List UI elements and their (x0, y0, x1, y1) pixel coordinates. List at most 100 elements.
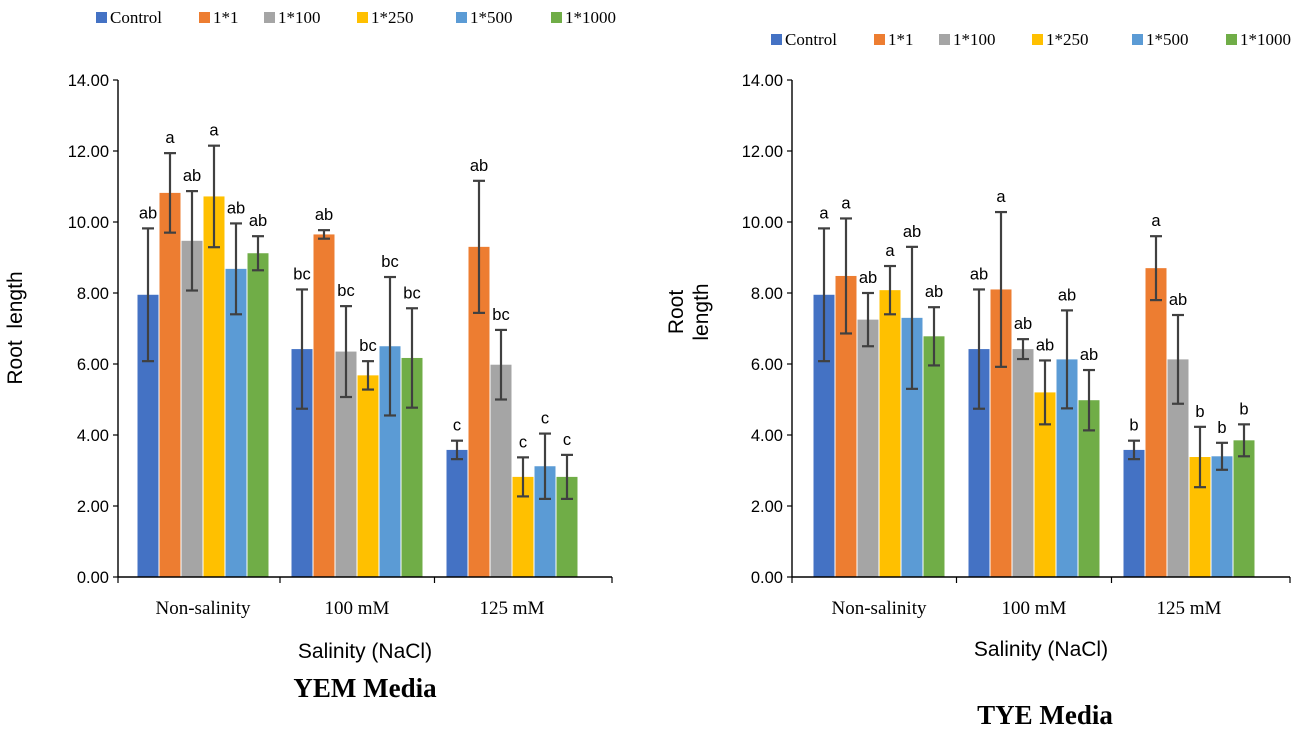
x-axis-label: Salinity (NaCl) (974, 638, 1108, 661)
y-tick-label: 0.00 (751, 569, 783, 587)
significance-label: b (1217, 419, 1226, 437)
legend-swatch (357, 12, 368, 23)
bar (357, 375, 379, 577)
legend-label: 1*250 (1046, 30, 1089, 49)
significance-label: c (519, 433, 527, 451)
y-axis-label-line: Root (665, 290, 688, 335)
legend-swatch (456, 12, 467, 23)
bar (512, 476, 534, 577)
chart-2: Control 1*1 1*100 1*250 1*500 1*1000 0.00 2.00 4… (665, 30, 1291, 730)
legend-swatch (199, 12, 210, 23)
significance-label: bc (492, 306, 509, 324)
significance-label: b (1129, 417, 1138, 435)
legend-swatch (551, 12, 562, 23)
significance-label: bc (337, 282, 354, 300)
legend-label: 1*250 (371, 8, 414, 27)
bar (490, 364, 512, 577)
significance-label: ab (859, 269, 877, 287)
significance-label: ab (903, 223, 921, 241)
x-tick-label: 100 mM (1002, 598, 1067, 619)
bar (401, 357, 423, 577)
bar (990, 289, 1012, 577)
bar (159, 192, 181, 577)
legend-label: 1*1 (213, 8, 239, 27)
y-tick-label: 10.00 (742, 214, 783, 232)
legend-swatch (264, 12, 275, 23)
significance-label: ab (925, 283, 943, 301)
y-tick-label: 10.00 (68, 214, 109, 232)
significance-label: ab (183, 167, 201, 185)
bar (1233, 440, 1255, 577)
significance-label: ab (315, 206, 333, 224)
x-tick-label: 100 mM (325, 598, 390, 619)
y-tick-label: 14.00 (742, 72, 783, 90)
bar (1056, 359, 1078, 577)
legend-label: 1*500 (1146, 30, 1189, 49)
significance-label: ab (1014, 315, 1032, 333)
significance-label: bc (381, 253, 398, 271)
bar (857, 319, 879, 577)
significance-label: bc (359, 337, 376, 355)
x-tick-label: Non-salinity (832, 598, 927, 619)
bar (446, 449, 468, 577)
y-tick-label: 2.00 (77, 498, 109, 516)
bar (813, 294, 835, 577)
legend-swatch (874, 34, 885, 45)
legend-swatch (1032, 34, 1043, 45)
significance-label: c (541, 410, 549, 428)
bar (1167, 359, 1189, 577)
y-tick-label: 6.00 (77, 356, 109, 374)
significance-label: ab (470, 157, 488, 175)
bar (1123, 449, 1145, 577)
bar (835, 275, 857, 577)
legend-label: 1*1 (888, 30, 914, 49)
legend-label: 1*500 (470, 8, 513, 27)
y-axis-label: Root length (4, 271, 27, 384)
significance-label: a (996, 188, 1006, 206)
significance-label: b (1239, 400, 1248, 418)
significance-label: a (1151, 212, 1161, 230)
significance-label: a (165, 129, 175, 147)
significance-label: ab (1058, 286, 1076, 304)
y-tick-label: 6.00 (751, 356, 783, 374)
significance-label: ab (139, 204, 157, 222)
bar (291, 349, 313, 577)
bar (203, 196, 225, 577)
bar (1211, 456, 1233, 577)
bar (1145, 268, 1167, 577)
legend-label: Control (785, 30, 837, 49)
legend-label: 1*100 (953, 30, 996, 49)
bar (247, 253, 269, 578)
legend-swatch (1132, 34, 1143, 45)
chart-title: YEM Media (293, 673, 437, 703)
bar (1078, 400, 1100, 577)
significance-label: a (819, 204, 829, 222)
bar (556, 476, 578, 577)
chart-1: Control 1*1 1*100 1*250 1*500 1*1000 0.00 2.00 4… (4, 8, 616, 703)
significance-label: ab (1080, 346, 1098, 364)
y-tick-label: 0.00 (77, 569, 109, 587)
bar (335, 351, 357, 577)
significance-label: c (563, 431, 571, 449)
legend-swatch (96, 12, 107, 23)
significance-label: c (453, 417, 461, 435)
significance-label: bc (403, 284, 420, 302)
bar (313, 234, 335, 578)
y-axis-label: Rootlength (665, 283, 713, 340)
significance-label: ab (227, 199, 245, 217)
bar (901, 317, 923, 577)
significance-label: ab (970, 265, 988, 283)
bar (181, 240, 203, 577)
bar (1012, 349, 1034, 577)
significance-label: b (1195, 403, 1204, 421)
legend-swatch (1226, 34, 1237, 45)
significance-label: ab (1169, 291, 1187, 309)
y-tick-label: 4.00 (77, 427, 109, 445)
bar (534, 466, 556, 577)
bar (225, 268, 247, 577)
bar (379, 346, 401, 577)
y-tick-label: 8.00 (77, 285, 109, 303)
y-tick-label: 12.00 (742, 143, 783, 161)
bar (1034, 392, 1056, 577)
